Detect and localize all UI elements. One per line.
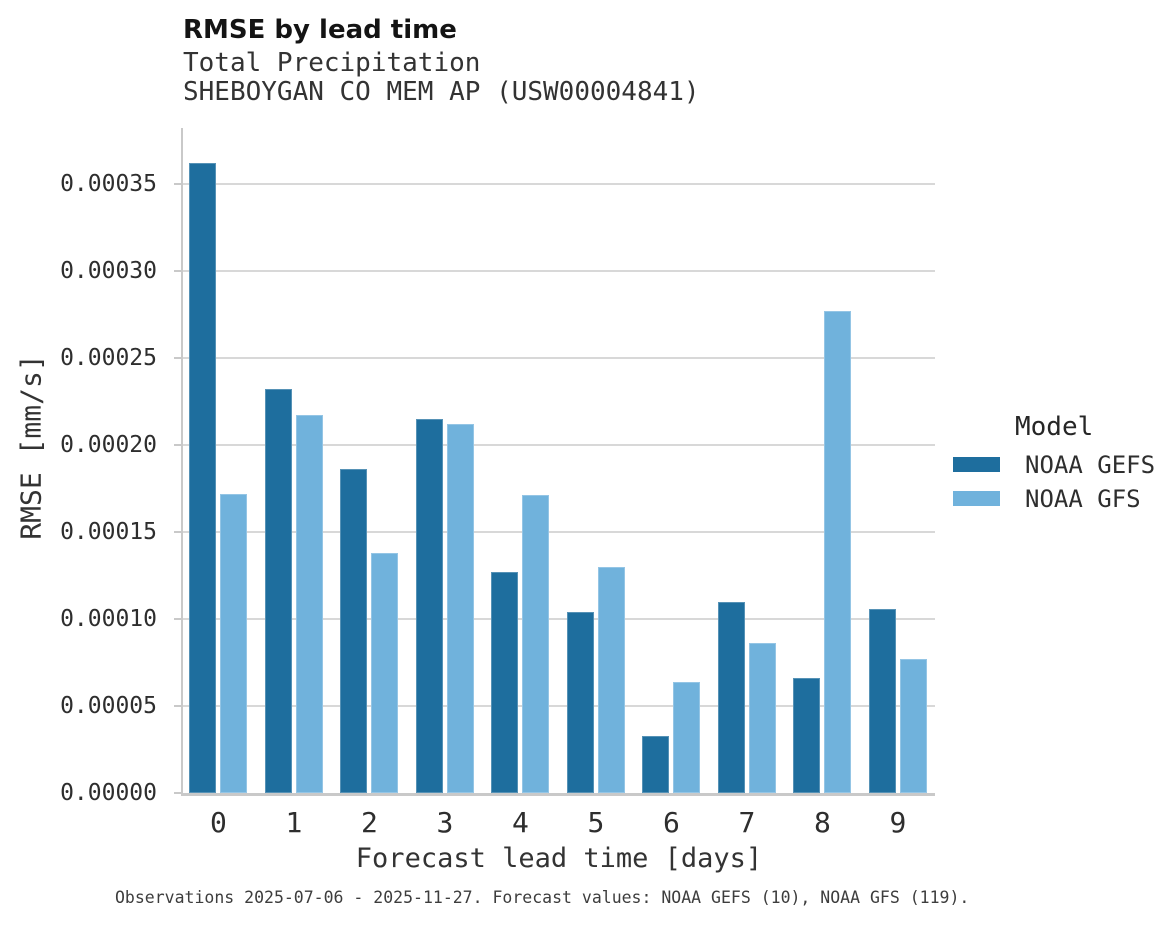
y-tick-mark — [174, 530, 183, 533]
chart-subtitle-station: SHEBOYGAN CO MEM AP (USW00004841) — [183, 77, 700, 107]
x-tick-label: 2 — [360, 806, 378, 839]
legend-item-noaa-gefs: NOAA GEFS — [953, 450, 1155, 479]
bar-noaa-gfs-lead-7 — [748, 643, 776, 793]
bar-noaa-gefs-lead-6 — [642, 735, 670, 793]
y-tick-mark — [174, 182, 183, 185]
y-tick-mark — [174, 356, 183, 359]
legend-swatch-noaa-gefs — [953, 457, 1000, 472]
x-tick-label: 1 — [285, 806, 303, 839]
gridline — [183, 617, 935, 620]
y-tick-label: 0.00010 — [60, 605, 157, 632]
bar-noaa-gfs-lead-9 — [899, 659, 927, 793]
bar-noaa-gefs-lead-9 — [868, 608, 896, 793]
bar-noaa-gefs-lead-5 — [566, 612, 594, 793]
y-tick-label: 0.00030 — [60, 257, 157, 284]
x-axis-label: Forecast lead time [days] — [355, 843, 763, 874]
bar-noaa-gfs-lead-2 — [371, 552, 399, 793]
bar-noaa-gfs-lead-8 — [824, 310, 852, 793]
y-tick-mark — [174, 792, 183, 794]
x-tick-label: 9 — [889, 806, 907, 839]
chart-subtitle-variable: Total Precipitation — [183, 48, 481, 78]
gridline — [183, 443, 935, 446]
y-tick-label: 0.00025 — [60, 344, 157, 371]
legend-label-noaa-gfs: NOAA GFS — [1025, 484, 1141, 513]
y-tick-mark — [174, 443, 183, 446]
y-tick-label: 0.00000 — [60, 780, 157, 806]
bar-noaa-gfs-lead-3 — [446, 423, 474, 793]
legend-title: Model — [1015, 412, 1094, 442]
y-tick-label: 0.00015 — [60, 518, 157, 545]
y-tick-mark — [174, 269, 183, 272]
gridline — [183, 356, 935, 359]
legend-label-noaa-gefs: NOAA GEFS — [1025, 450, 1156, 479]
y-tick-mark — [174, 617, 183, 620]
caption: Observations 2025-07-06 - 2025-11-27. Fo… — [115, 888, 970, 907]
gridline — [183, 530, 935, 533]
x-tick-label: 6 — [662, 806, 680, 839]
bar-noaa-gefs-lead-2 — [340, 469, 368, 793]
bar-noaa-gfs-lead-1 — [295, 415, 323, 793]
bar-noaa-gefs-lead-3 — [415, 418, 443, 793]
x-tick-label: 5 — [587, 806, 605, 839]
gridline — [183, 182, 935, 185]
x-tick-label: 4 — [511, 806, 529, 839]
bar-noaa-gfs-lead-0 — [220, 493, 248, 793]
y-axis-spine — [181, 128, 183, 796]
y-tick-label: 0.00020 — [60, 431, 157, 458]
gridline — [183, 704, 935, 707]
x-tick-label: 8 — [813, 806, 831, 839]
y-tick-mark — [174, 704, 183, 707]
bar-noaa-gefs-lead-0 — [189, 162, 217, 793]
x-axis-spine — [181, 793, 935, 796]
legend-swatch-noaa-gfs — [953, 491, 1000, 506]
x-tick-label: 7 — [738, 806, 756, 839]
legend-item-noaa-gfs: NOAA GFS — [953, 484, 1141, 513]
bar-noaa-gefs-lead-7 — [717, 601, 745, 793]
chart-title: RMSE by lead time — [183, 15, 457, 45]
gridline — [183, 269, 935, 272]
bar-noaa-gefs-lead-1 — [264, 389, 292, 793]
bar-noaa-gfs-lead-5 — [597, 566, 625, 793]
x-tick-label: 3 — [436, 806, 454, 839]
x-tick-label: 0 — [209, 806, 227, 839]
y-axis-label: RMSE [mm/s] — [14, 354, 48, 540]
bar-noaa-gfs-lead-6 — [673, 681, 701, 793]
bar-noaa-gefs-lead-4 — [491, 571, 519, 793]
bar-noaa-gfs-lead-4 — [522, 495, 550, 793]
bar-noaa-gefs-lead-8 — [793, 678, 821, 793]
plot-area: 0.00000 0.00005 0.00010 0.00015 0.00020 0.000… — [60, 128, 935, 839]
y-tick-label: 0.00035 — [60, 170, 157, 197]
y-tick-label: 0.00005 — [60, 692, 157, 719]
